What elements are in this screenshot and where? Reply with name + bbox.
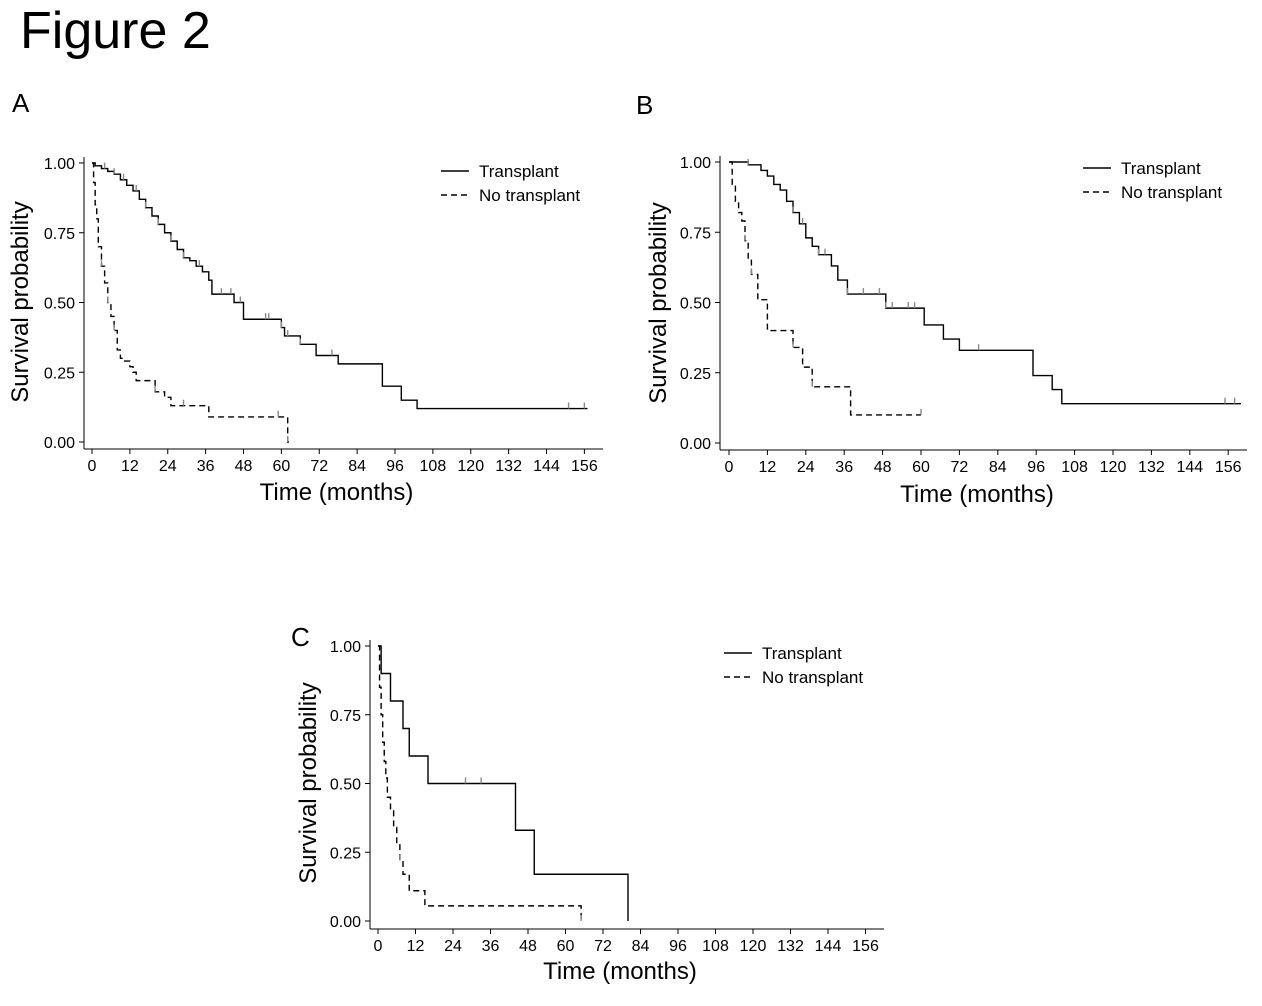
x-tick-label: 144 <box>815 938 842 955</box>
x-tick-label: 0 <box>88 458 97 475</box>
x-tick-label: 36 <box>482 938 500 955</box>
x-tick-label: 12 <box>121 458 139 475</box>
x-tick-label: 72 <box>951 459 969 476</box>
panel-a: A 0.00 0.25 0.50 0.75 1.00 0 12 24 36 48 60 72 84 96 10… <box>7 88 603 506</box>
y-tick-label: 0.00 <box>330 914 361 931</box>
x-tick-label: 132 <box>777 938 804 955</box>
x-tick-label: 72 <box>594 938 612 955</box>
y-tick-label: 0.50 <box>330 777 361 794</box>
x-tick-label: 84 <box>989 459 1007 476</box>
y-tick-label: 0.00 <box>44 435 75 452</box>
legend-label: No transplant <box>1121 183 1222 202</box>
series-line-transplant <box>378 645 629 921</box>
x-tick-label: 48 <box>874 459 892 476</box>
y-tick-label: 0.25 <box>44 365 75 382</box>
x-tick-label: 24 <box>159 458 177 475</box>
x-tick-label: 120 <box>740 938 767 955</box>
panel-c: C 0.00 0.25 0.50 0.75 1.00 0 12 24 36 48 60 72 84 96 10… <box>291 622 884 985</box>
panel-b: B 0.00 0.25 0.50 0.75 1.00 0 12 24 36 48 60 72 84 96 10… <box>636 90 1247 508</box>
y-tick-label: 0.75 <box>44 226 75 243</box>
series-line-transplant <box>92 162 588 410</box>
y-tick-label: 0.25 <box>330 845 361 862</box>
y-tick-label: 1.00 <box>330 639 361 656</box>
x-tick-label: 84 <box>348 458 366 475</box>
y-tick-label: 0.75 <box>330 708 361 725</box>
x-tick-label: 96 <box>669 938 687 955</box>
x-tick-label: 132 <box>495 458 522 475</box>
x-tick-label: 72 <box>310 458 328 475</box>
x-tick-label: 12 <box>407 938 425 955</box>
x-tick-label: 0 <box>374 938 383 955</box>
panel-label: B <box>636 90 653 120</box>
panel-label: A <box>12 88 30 118</box>
series-line-no-transplant <box>92 162 291 443</box>
y-tick-label: 0.50 <box>680 296 711 313</box>
x-tick-label: 156 <box>571 458 598 475</box>
x-tick-label: 36 <box>835 459 853 476</box>
x-tick-label: 0 <box>725 459 734 476</box>
legend-label: Transplant <box>1121 159 1201 178</box>
x-tick-label: 48 <box>519 938 537 955</box>
series-line-no-transplant <box>378 645 582 921</box>
x-tick-label: 24 <box>797 459 815 476</box>
x-tick-label: 108 <box>1061 459 1088 476</box>
x-tick-label: 132 <box>1138 459 1165 476</box>
x-axis-title: Time (months) <box>900 481 1054 508</box>
x-tick-label: 156 <box>1215 459 1242 476</box>
y-axis-title: Survival probability <box>295 682 322 883</box>
x-tick-label: 156 <box>852 938 879 955</box>
legend-label: No transplant <box>762 668 863 687</box>
x-tick-label: 84 <box>632 938 650 955</box>
x-tick-label: 36 <box>197 458 215 475</box>
y-axis-title: Survival probability <box>645 202 672 403</box>
x-tick-label: 12 <box>759 459 777 476</box>
series-line-no-transplant <box>729 161 921 416</box>
y-tick-label: 0.25 <box>680 366 711 383</box>
x-tick-label: 144 <box>1176 459 1203 476</box>
x-tick-label: 96 <box>1027 459 1045 476</box>
panel-label: C <box>291 622 310 652</box>
legend-label: No transplant <box>479 186 580 205</box>
x-tick-label: 120 <box>1100 459 1127 476</box>
x-tick-label: 108 <box>420 458 447 475</box>
legend-label: Transplant <box>479 162 559 181</box>
x-tick-label: 120 <box>457 458 484 475</box>
y-tick-label: 0.00 <box>680 436 711 453</box>
figure-title: Figure 2 <box>20 2 211 60</box>
x-tick-label: 24 <box>444 938 462 955</box>
x-tick-label: 108 <box>702 938 729 955</box>
y-tick-label: 1.00 <box>680 155 711 172</box>
x-tick-label: 60 <box>272 458 290 475</box>
x-tick-label: 60 <box>912 459 930 476</box>
x-tick-label: 144 <box>533 458 560 475</box>
legend-label: Transplant <box>762 644 842 663</box>
y-tick-label: 1.00 <box>44 156 75 173</box>
x-tick-label: 60 <box>557 938 575 955</box>
x-tick-label: 48 <box>235 458 253 475</box>
x-axis-title: Time (months) <box>260 479 414 506</box>
y-axis-title: Survival probability <box>7 201 34 402</box>
x-axis-title: Time (months) <box>543 958 697 985</box>
y-tick-label: 0.75 <box>680 225 711 242</box>
x-tick-label: 96 <box>386 458 404 475</box>
y-tick-label: 0.50 <box>44 296 75 313</box>
